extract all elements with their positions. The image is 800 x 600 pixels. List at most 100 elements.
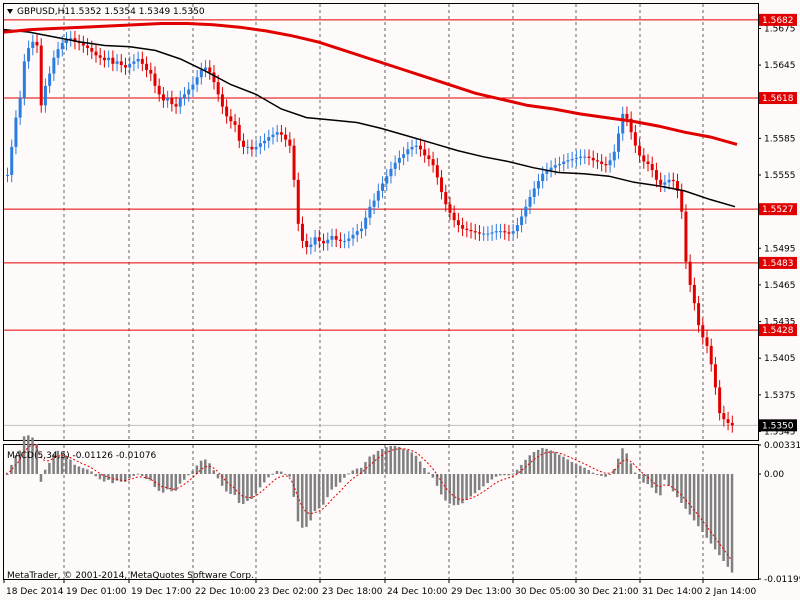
macd-bar — [511, 473, 515, 475]
candle-body — [111, 57, 115, 64]
candle-body — [241, 140, 245, 147]
candle-body — [583, 156, 587, 158]
candle-body — [334, 236, 338, 240]
candle-body — [490, 232, 494, 234]
candle-body — [452, 212, 456, 221]
candle-body — [216, 82, 220, 95]
candle-body — [477, 232, 481, 234]
macd-bar — [385, 447, 388, 474]
macd-bar — [410, 452, 414, 474]
candle-body — [6, 174, 9, 176]
time-tick-label: 29 Dec 13:00 — [451, 587, 512, 597]
candle-body — [102, 57, 106, 61]
macd-bar — [705, 473, 709, 538]
candle-body — [617, 133, 621, 152]
candle-body — [638, 145, 642, 156]
candle-body — [579, 156, 583, 158]
macd-bar — [43, 469, 47, 474]
macd-bar — [355, 468, 359, 474]
macd-bar — [722, 473, 725, 562]
macd-bar — [570, 461, 574, 474]
macd-bar — [119, 473, 123, 482]
price-tick-label: 1.5465 — [764, 281, 796, 291]
candle-body — [288, 139, 292, 146]
macd-bar — [233, 473, 237, 495]
macd-bar — [263, 473, 266, 483]
time-tick-label: 23 Dec 02:00 — [258, 587, 319, 597]
time-tick-label: 23 Dec 18:00 — [322, 587, 383, 597]
candle-body — [448, 204, 452, 213]
macd-bar — [347, 473, 350, 475]
macd-bar — [503, 473, 506, 476]
candle-body — [300, 223, 304, 241]
candle-body — [204, 67, 208, 70]
macd-bar — [414, 455, 418, 474]
macd-bar — [161, 473, 165, 493]
macd-bar — [275, 470, 279, 474]
macd-bar — [77, 466, 81, 474]
level-label-box — [759, 203, 797, 216]
macd-bar — [381, 448, 384, 474]
macd-bar — [153, 473, 156, 488]
macd-bar — [250, 473, 253, 499]
macd-bar — [545, 448, 548, 474]
candle-body — [191, 84, 195, 90]
candle-body — [688, 261, 692, 285]
macd-bar — [271, 473, 274, 475]
macd-bar — [376, 450, 380, 474]
candle-body — [10, 146, 14, 175]
candle-body — [376, 190, 380, 201]
macd-bar — [212, 470, 215, 474]
main-panel-frame — [3, 3, 759, 441]
macd-bar — [364, 462, 367, 474]
candle-body — [208, 67, 212, 73]
macd-bar — [73, 464, 76, 474]
macd-bar — [646, 473, 650, 485]
candle-body — [389, 168, 393, 177]
macd-bar — [69, 459, 72, 474]
candle-body — [140, 58, 144, 64]
macd-bar — [6, 473, 9, 475]
level-label: 1.5527 — [762, 205, 794, 215]
macd-bar — [343, 473, 346, 478]
candle-body — [595, 160, 599, 162]
candle-body — [680, 190, 684, 212]
candle-body — [671, 179, 675, 182]
macd-bar — [507, 473, 510, 476]
candle-body — [86, 45, 90, 48]
candle-body — [170, 98, 174, 105]
candle-body — [402, 154, 406, 158]
time-axis: 18 Dec 2014 19 Dec 01:00 19 Dec 17:00 22 De… — [3, 579, 757, 597]
candle-body — [355, 231, 359, 235]
candle-body — [220, 94, 224, 107]
macd-bar — [730, 473, 734, 573]
macd-bar — [562, 456, 565, 474]
candle-body — [536, 181, 540, 189]
candle-body — [52, 57, 56, 74]
time-tick-label: 2 Jan 14:00 — [705, 587, 757, 597]
macd-bar — [549, 450, 553, 474]
macd-bar — [170, 473, 173, 492]
candle-body — [229, 116, 233, 122]
candle-body — [697, 303, 701, 326]
candle-body — [654, 170, 658, 180]
time-tick-label: 19 Dec 01:00 — [66, 587, 127, 597]
candle-body — [418, 145, 422, 150]
candle-body — [676, 181, 680, 191]
macd-bar — [22, 436, 26, 474]
candle-body — [532, 188, 536, 197]
price-tick-label: 1.5555 — [764, 171, 796, 181]
candle-body — [359, 228, 363, 232]
candle-body — [629, 118, 633, 133]
price-tick-label: 1.5375 — [764, 391, 796, 401]
level-label: 1.5618 — [762, 94, 794, 104]
macd-bar — [587, 470, 591, 474]
macd-bar — [254, 473, 258, 494]
macd-bar — [86, 469, 89, 474]
macd-bar — [48, 462, 51, 474]
triangle-down-icon[interactable] — [7, 9, 13, 14]
macd-bar — [225, 473, 228, 492]
level-lines — [4, 19, 758, 426]
candle-body — [423, 149, 427, 156]
